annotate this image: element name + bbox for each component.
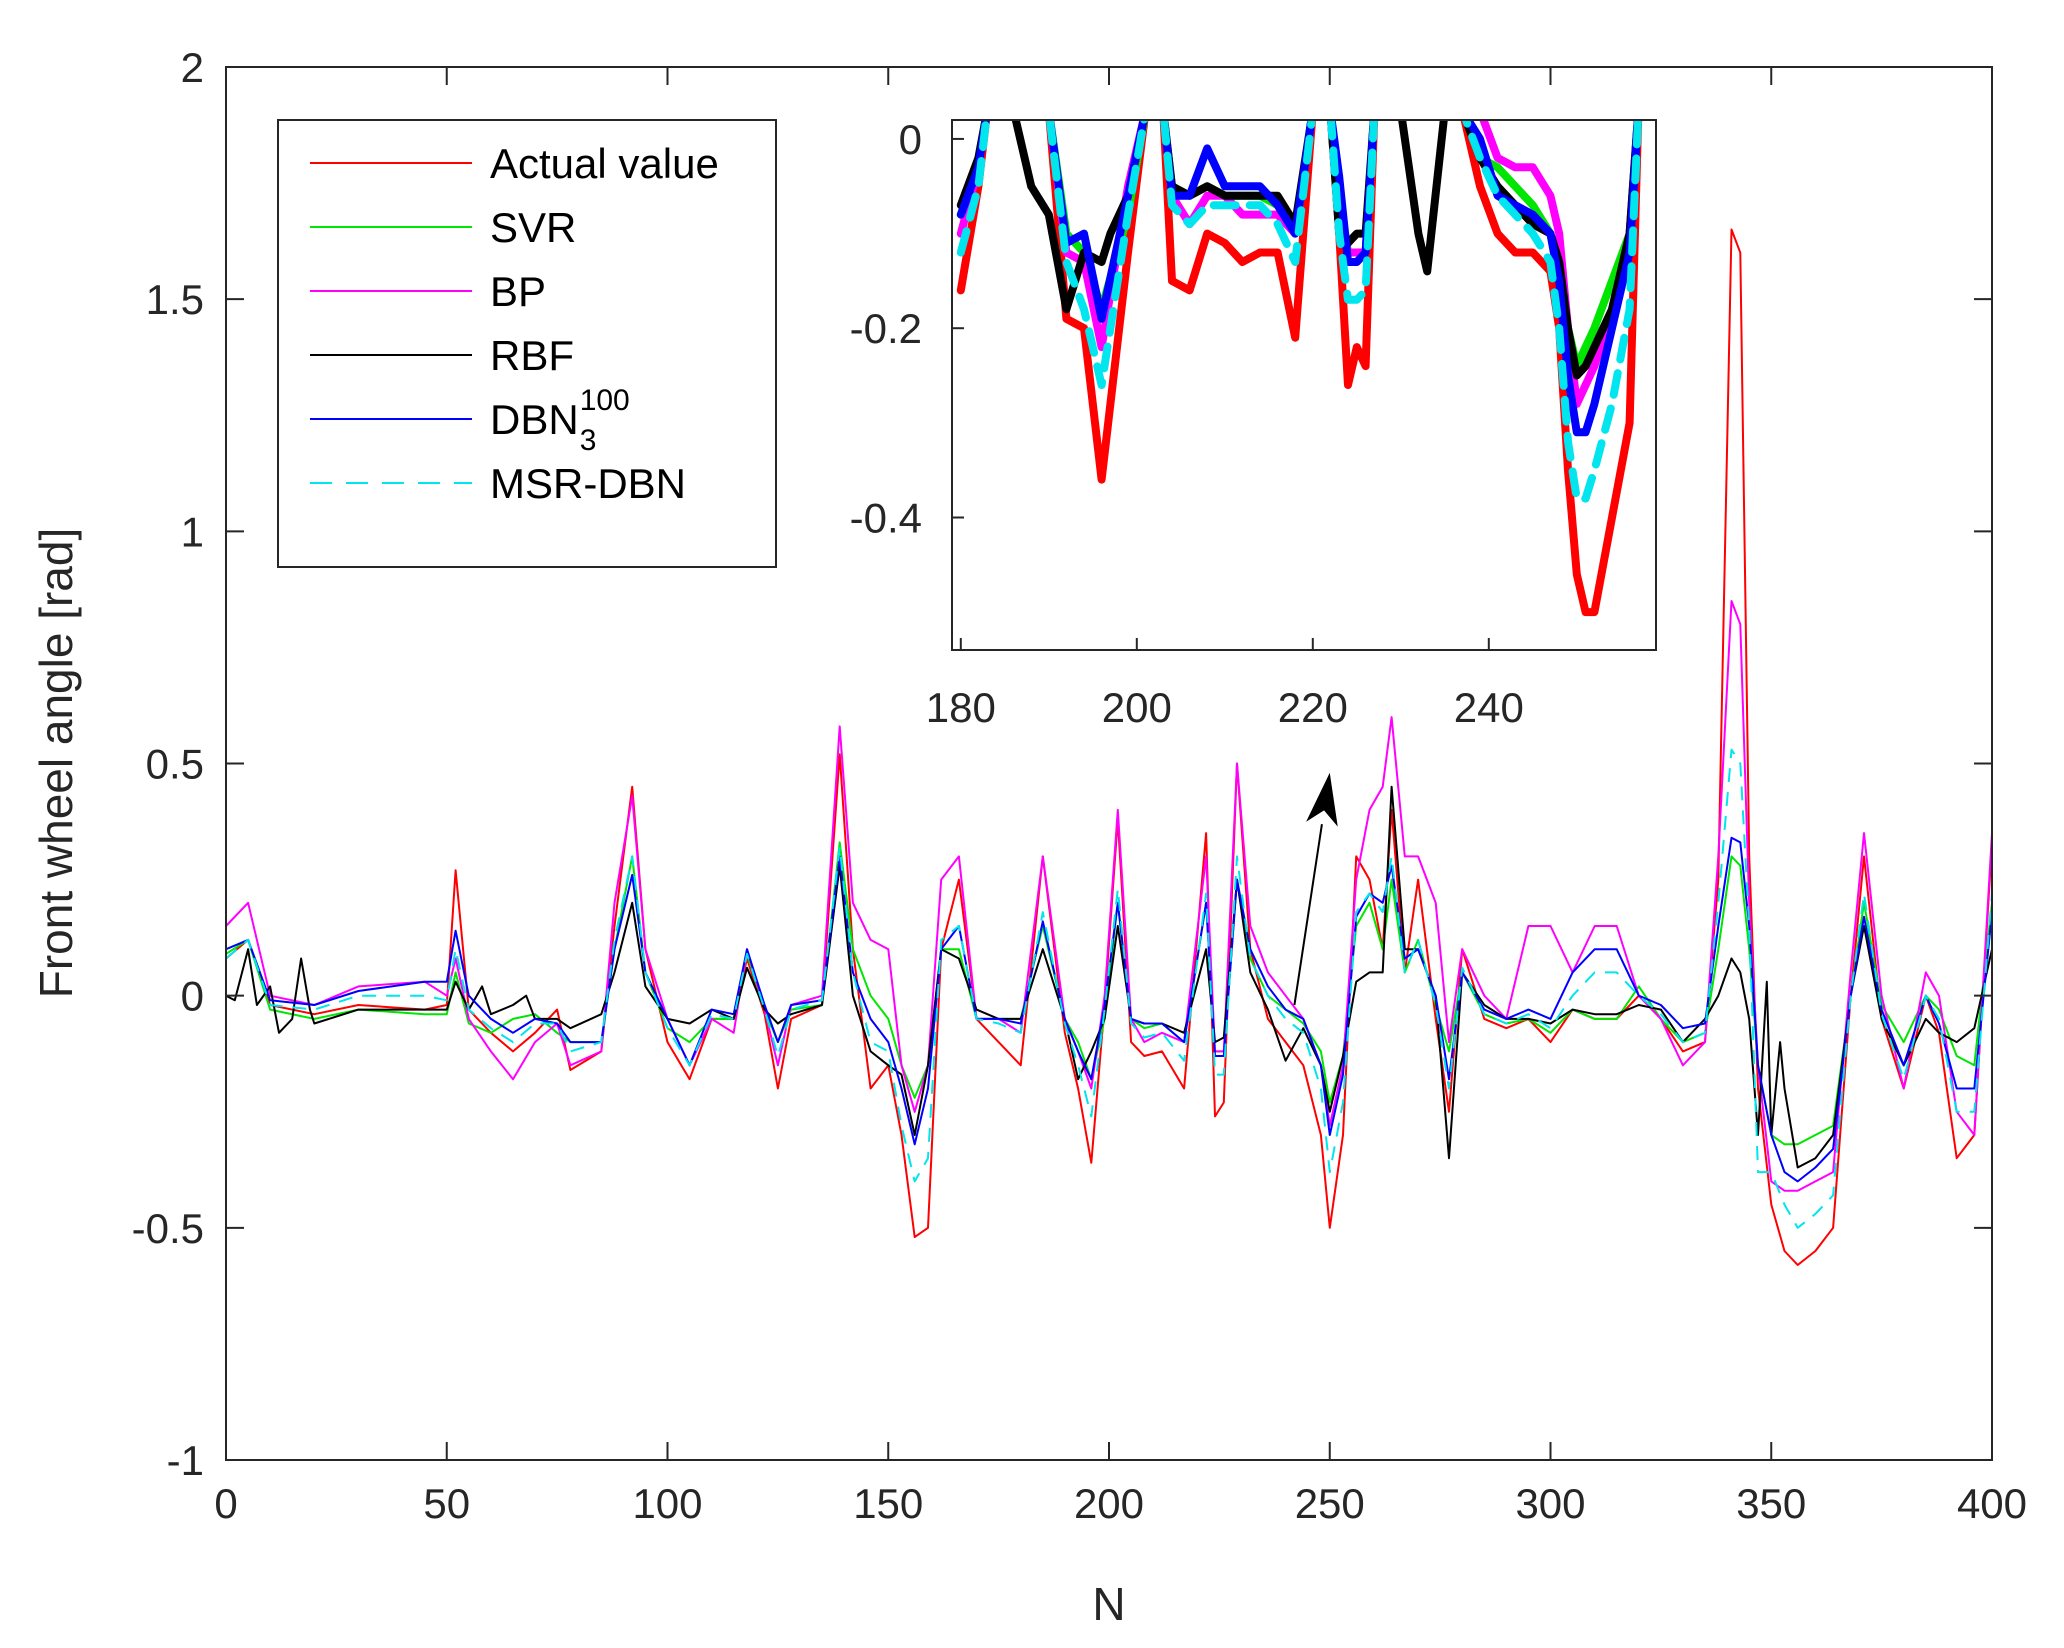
main-y-tick-label: 2 — [181, 44, 204, 91]
main-x-tick-label: 150 — [853, 1480, 923, 1527]
inset-series-msr-dbn — [956, 120, 1642, 503]
legend-label-bp: BP — [490, 268, 546, 315]
inset-y-tick-label: 0 — [899, 116, 922, 163]
inset-x-tick-label: 180 — [926, 684, 996, 731]
main-y-tick-label: 1 — [181, 508, 204, 555]
main-x-tick-label: 250 — [1295, 1480, 1365, 1527]
main-y-tick-label: 0.5 — [146, 741, 204, 788]
legend-entries: Actual value SVR BP RBF DBN 3 100 MSR-DBN — [310, 140, 719, 507]
inset-y-tick-label: -0.2 — [850, 305, 922, 352]
inset-series-dbn-3-100 — [956, 120, 1642, 437]
main-x-tick-label: 200 — [1074, 1480, 1144, 1527]
inset-x-tick-label: 200 — [1102, 684, 1172, 731]
inset-series-group — [956, 120, 1643, 617]
legend-label-rbf: RBF — [490, 332, 574, 379]
main-y-tick-label: -0.5 — [132, 1205, 204, 1252]
main-axes: 0 50 100 150 200 250 300 350 400 -1 -0.5 0 0.5 1 1.5 2 — [132, 44, 2027, 1527]
main-y-tick-label: -1 — [167, 1437, 204, 1484]
inset-plot: 180 200 220 240 -0.4 -0.2 0 — [850, 116, 1657, 731]
inset-y-tick-label: -0.4 — [850, 495, 922, 542]
main-x-tick-label: 400 — [1957, 1480, 2027, 1527]
main-y-tick-label: 0 — [181, 973, 204, 1020]
inset-x-tick-label: 240 — [1454, 684, 1524, 731]
zoom-arrow-annotation — [1293, 772, 1338, 1006]
y-axis-title: Front wheel angle [rad] — [30, 528, 82, 999]
zoom-arrow-head — [1306, 772, 1338, 827]
main-x-tick-label: 0 — [214, 1480, 237, 1527]
main-series-dbn-3-100 — [226, 836, 1992, 1183]
legend-label-dbn: DBN — [490, 396, 579, 443]
x-axis-title: N — [1092, 1578, 1125, 1630]
main-series-msr-dbn — [226, 748, 1992, 1229]
main-series-group — [226, 228, 1992, 1266]
legend-box — [277, 119, 777, 568]
legend-label-svr: SVR — [490, 204, 576, 251]
main-x-tick-label: 100 — [632, 1480, 702, 1527]
legend-label-superscript: 100 — [580, 384, 630, 417]
legend-label-subscript: 3 — [580, 424, 597, 457]
inset-axes: 180 200 220 240 -0.4 -0.2 0 — [850, 116, 1657, 731]
main-series-bp — [226, 600, 1992, 1192]
zoom-arrow-shaft — [1293, 824, 1323, 1006]
legend-label-actual-value: Actual value — [490, 140, 719, 187]
main-y-tick-label: 1.5 — [146, 276, 204, 323]
inset-x-tick-label: 220 — [1278, 684, 1348, 731]
main-x-tick-label: 300 — [1515, 1480, 1585, 1527]
legend-label-msr-dbn: MSR-DBN — [490, 460, 686, 507]
main-x-tick-label: 350 — [1736, 1480, 1806, 1527]
legend: Actual value SVR BP RBF DBN 3 100 MSR-DBN — [277, 119, 777, 568]
main-x-tick-label: 50 — [423, 1480, 470, 1527]
inset-axes-frame — [951, 119, 1657, 651]
